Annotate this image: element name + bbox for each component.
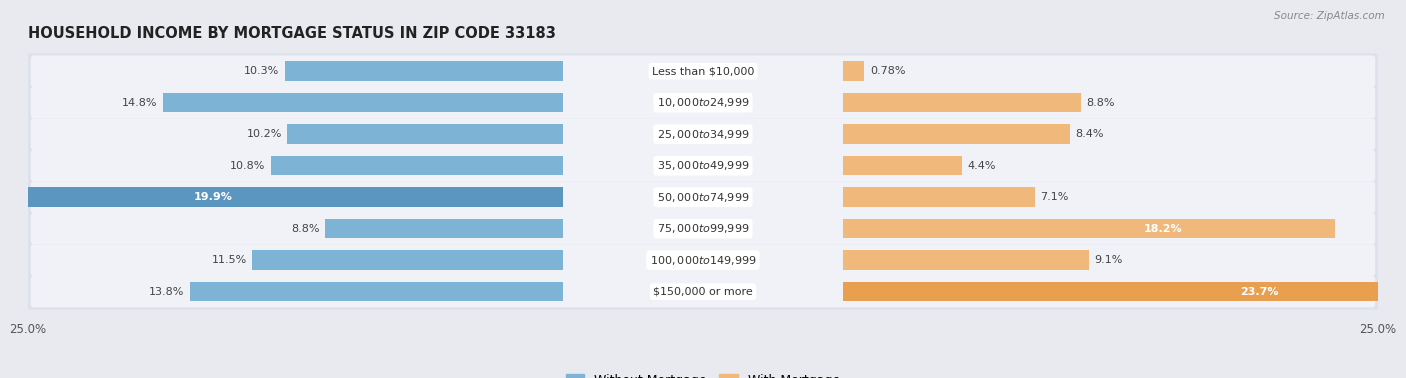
- Text: $75,000 to $99,999: $75,000 to $99,999: [657, 222, 749, 235]
- Text: $100,000 to $149,999: $100,000 to $149,999: [650, 254, 756, 267]
- FancyBboxPatch shape: [27, 242, 1379, 278]
- Bar: [271, 156, 562, 175]
- Text: 4.4%: 4.4%: [967, 161, 995, 171]
- Text: 10.2%: 10.2%: [246, 129, 281, 139]
- Text: HOUSEHOLD INCOME BY MORTGAGE STATUS IN ZIP CODE 33183: HOUSEHOLD INCOME BY MORTGAGE STATUS IN Z…: [28, 26, 555, 41]
- Text: 18.2%: 18.2%: [1143, 224, 1182, 234]
- FancyBboxPatch shape: [27, 179, 1379, 215]
- Bar: [25, 187, 562, 207]
- Bar: [287, 124, 562, 144]
- Text: 9.1%: 9.1%: [1094, 255, 1123, 265]
- Bar: [844, 93, 1081, 113]
- Text: 10.3%: 10.3%: [243, 66, 280, 76]
- FancyBboxPatch shape: [27, 148, 1379, 184]
- Bar: [190, 282, 562, 302]
- Text: $150,000 or more: $150,000 or more: [654, 287, 752, 297]
- Bar: [844, 156, 962, 175]
- FancyBboxPatch shape: [31, 276, 1375, 307]
- FancyBboxPatch shape: [31, 56, 1375, 87]
- FancyBboxPatch shape: [27, 211, 1379, 246]
- Text: $10,000 to $24,999: $10,000 to $24,999: [657, 96, 749, 109]
- FancyBboxPatch shape: [31, 213, 1375, 245]
- Bar: [844, 219, 1334, 239]
- Text: 0.78%: 0.78%: [870, 66, 905, 76]
- Legend: Without Mortgage, With Mortgage: Without Mortgage, With Mortgage: [561, 369, 845, 378]
- Text: 23.7%: 23.7%: [1240, 287, 1278, 297]
- Bar: [844, 124, 1070, 144]
- Bar: [325, 219, 562, 239]
- FancyBboxPatch shape: [27, 274, 1379, 310]
- Text: $35,000 to $49,999: $35,000 to $49,999: [657, 159, 749, 172]
- FancyBboxPatch shape: [31, 150, 1375, 181]
- Text: 10.8%: 10.8%: [231, 161, 266, 171]
- FancyBboxPatch shape: [27, 116, 1379, 152]
- Bar: [252, 250, 562, 270]
- FancyBboxPatch shape: [27, 85, 1379, 121]
- Bar: [844, 250, 1090, 270]
- Text: 8.8%: 8.8%: [1087, 98, 1115, 108]
- FancyBboxPatch shape: [31, 87, 1375, 118]
- Text: 11.5%: 11.5%: [211, 255, 247, 265]
- Text: 14.8%: 14.8%: [122, 98, 157, 108]
- FancyBboxPatch shape: [31, 245, 1375, 276]
- FancyBboxPatch shape: [31, 118, 1375, 150]
- Text: $25,000 to $34,999: $25,000 to $34,999: [657, 128, 749, 141]
- Text: Less than $10,000: Less than $10,000: [652, 66, 754, 76]
- Text: 7.1%: 7.1%: [1040, 192, 1069, 202]
- Text: 13.8%: 13.8%: [149, 287, 184, 297]
- Text: 8.8%: 8.8%: [291, 224, 319, 234]
- Bar: [844, 282, 1406, 302]
- Text: $50,000 to $74,999: $50,000 to $74,999: [657, 191, 749, 204]
- Bar: [844, 61, 865, 81]
- Bar: [163, 93, 562, 113]
- FancyBboxPatch shape: [31, 181, 1375, 213]
- Bar: [844, 187, 1035, 207]
- Text: 8.4%: 8.4%: [1076, 129, 1104, 139]
- Bar: [284, 61, 562, 81]
- FancyBboxPatch shape: [27, 53, 1379, 89]
- Text: 19.9%: 19.9%: [194, 192, 233, 202]
- Text: Source: ZipAtlas.com: Source: ZipAtlas.com: [1274, 11, 1385, 21]
